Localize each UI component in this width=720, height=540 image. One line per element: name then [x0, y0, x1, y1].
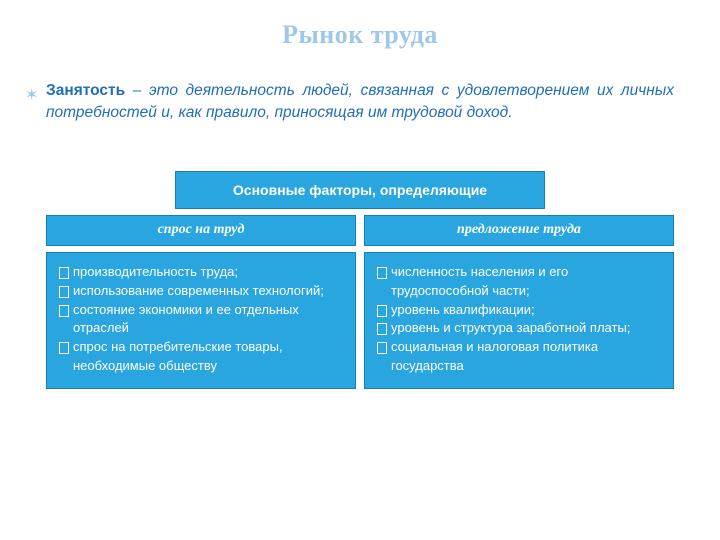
list-item: социальная и налоговая политика государс… — [377, 338, 661, 376]
supply-list: численность населения и его трудоспособн… — [377, 263, 661, 376]
list-item: использование современных технологий; — [59, 282, 343, 301]
diagram-header: Основные факторы, определяющие — [175, 171, 545, 209]
intro-block: ✶ Занятость – это деятельность людей, св… — [46, 80, 674, 125]
body-supply: численность населения и его трудоспособн… — [364, 252, 674, 389]
list-item: уровень и структура заработной платы; — [377, 319, 661, 338]
list-item: спрос на потребительские товары, необход… — [59, 338, 343, 376]
list-item: состояние экономики и ее отдельных отрас… — [59, 301, 343, 339]
list-item: производительность труда; — [59, 263, 343, 282]
intro-term: Занятость — [46, 82, 125, 99]
intro-rest: – это деятельность людей, связанная с уд… — [46, 82, 674, 121]
body-demand: производительность труда; использование … — [46, 252, 356, 389]
column-demand: спрос на труд производительность труда; … — [46, 215, 356, 389]
star-icon: ✶ — [25, 85, 38, 105]
list-item: уровень квалификации; — [377, 301, 661, 320]
diagram: Основные факторы, определяющие спрос на … — [46, 171, 674, 389]
demand-list: производительность труда; использование … — [59, 263, 343, 376]
slide-title: Рынок труда — [0, 0, 720, 50]
subtitle-demand: спрос на труд — [46, 215, 356, 246]
column-supply: предложение труда численность населения … — [364, 215, 674, 389]
list-item: численность населения и его трудоспособн… — [377, 263, 661, 301]
subtitle-supply: предложение труда — [364, 215, 674, 246]
intro-text: Занятость – это деятельность людей, связ… — [46, 80, 674, 125]
diagram-columns: спрос на труд производительность труда; … — [46, 215, 674, 389]
